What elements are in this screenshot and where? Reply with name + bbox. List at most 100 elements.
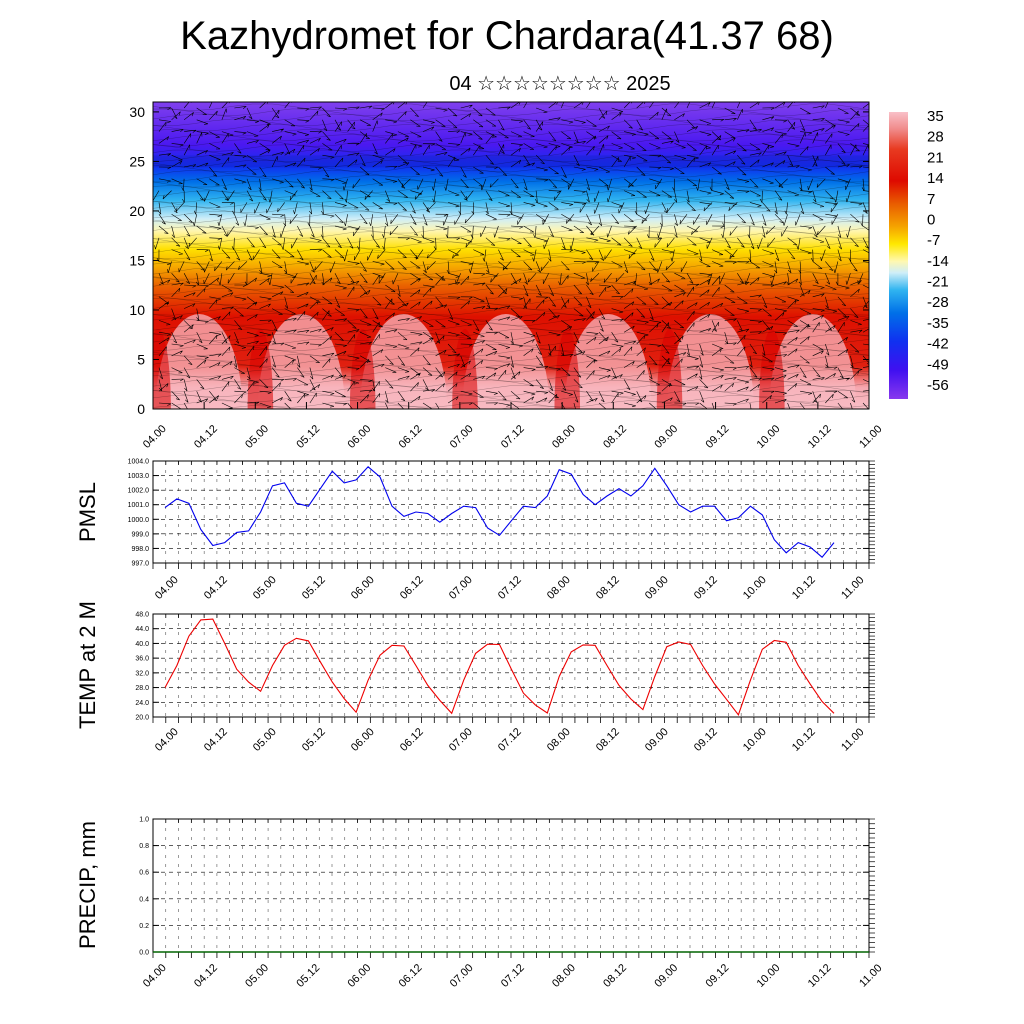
x-tick-label: 09.00	[643, 574, 671, 602]
contour-line	[153, 257, 869, 265]
x-tick-label: 05.12	[300, 726, 328, 754]
y-tick-label: 0.4	[139, 896, 149, 903]
colorbar-label: -42	[927, 336, 949, 353]
contour-line	[153, 359, 869, 367]
y-tick-label: 0.0	[139, 950, 149, 957]
y-tick-label: 1.0	[139, 817, 149, 824]
contour-line	[153, 385, 869, 393]
x-tick-label: 06.00	[349, 574, 377, 602]
x-tick-label: 04.12	[202, 726, 230, 754]
contour-line	[153, 298, 869, 306]
contour-line	[153, 190, 869, 198]
x-tick-label: 11.00	[857, 423, 884, 450]
y-tick-label: 1000.0	[128, 517, 150, 524]
x-tick-label: 07.00	[448, 423, 476, 451]
x-tick-label: 04.00	[141, 962, 169, 990]
y-axis-label: PRECIP, mm	[75, 821, 100, 949]
cool-column	[656, 329, 683, 409]
x-tick-label: 05.00	[243, 962, 271, 990]
precipitation-panel: 0.0 0.2 0.4 0.6 0.8 1.0 04.00 04.12 05.00 05.12 06…	[75, 817, 885, 990]
warm-column	[360, 314, 448, 409]
contour-line	[153, 221, 869, 229]
y-tick-label: 1001.0	[128, 502, 150, 509]
colorbar-label: -14	[927, 253, 949, 270]
x-tick-label: 07.00	[447, 574, 475, 602]
colorbar-label: 28	[927, 129, 944, 146]
x-tick-label: 08.12	[594, 726, 622, 754]
contour-line	[153, 139, 869, 147]
contour-line	[153, 144, 869, 152]
x-tick-label: 05.12	[294, 962, 322, 990]
x-tick-label: 06.00	[345, 423, 373, 451]
colorbar-labels: 35 28 21 14 7 0 -7 -14 -21 -28 -35 -42 -49 -56	[927, 108, 949, 394]
x-tick-label: 10.00	[741, 574, 769, 602]
cool-column	[247, 329, 274, 409]
y-axis-label: PMSL	[75, 482, 100, 542]
contour-line	[153, 293, 869, 301]
chart-title: Kazhydromet for Chardara(41.37 68)	[180, 14, 834, 58]
panel-frame	[152, 613, 870, 718]
contour-line	[153, 267, 869, 275]
colorbar-label: -7	[927, 232, 940, 249]
y-tick-label: 999.0	[131, 531, 149, 538]
warm-column	[155, 314, 243, 409]
x-tick-label: 06.00	[345, 962, 373, 990]
x-tick-label: 05.12	[300, 574, 328, 602]
x-tick-label: 05.12	[294, 423, 322, 451]
contour-line	[153, 185, 869, 193]
x-tick-label: 07.00	[447, 726, 475, 754]
colorbar-label: -35	[927, 315, 949, 332]
y-tick-label: 5	[137, 351, 145, 367]
x-tick-label: 09.12	[692, 726, 720, 754]
contour-line	[153, 118, 869, 126]
contour-line	[153, 308, 869, 316]
y-tick-label: 44.0	[135, 626, 149, 633]
x-tick-label: 10.12	[790, 574, 818, 602]
colorbar-label: 35	[927, 108, 944, 125]
x-tick-label: 08.12	[601, 423, 629, 451]
y-tick-label: 0.2	[139, 923, 149, 930]
y-axis-label: TEMP at 2 M	[75, 601, 100, 729]
heatmap-panel: 0 5 10 15 20 25 30 04.00 04.12 05.00 05.12 06.00 06…	[129, 101, 885, 451]
x-tick-label: 10.12	[790, 726, 818, 754]
colorbar-label: -21	[927, 274, 949, 291]
contour-line	[153, 282, 869, 290]
y-tick-label: 32.0	[135, 670, 149, 677]
contour-line	[153, 339, 869, 347]
cool-column	[554, 329, 581, 409]
y-tick-label: 1004.0	[128, 459, 150, 466]
warm-column	[769, 314, 857, 409]
colorbar-label: -56	[927, 377, 949, 394]
contour-line	[153, 134, 869, 142]
contour-line	[153, 175, 869, 183]
contour-line	[153, 154, 869, 162]
contour-line	[153, 395, 869, 403]
pmsl-panel: 997.0 998.0 999.0 1000.0 1001.0 1002.0 1003.0 1…	[75, 459, 875, 602]
x-tick-label: 05.00	[251, 726, 279, 754]
x-tick-label: 10.12	[806, 423, 834, 451]
x-tick-label: 08.00	[550, 962, 578, 990]
colorbar-label: 7	[927, 191, 935, 208]
heatmap-y-axis: 0 5 10 15 20 25 30	[129, 104, 869, 417]
contour-line	[153, 318, 869, 326]
contour-line	[153, 200, 869, 208]
x-tick-label: 04.12	[192, 962, 220, 990]
x-tick-label: 08.00	[545, 726, 573, 754]
contour-line	[153, 236, 869, 244]
contour-line	[153, 374, 869, 382]
heatmap-warm-columns	[153, 155, 869, 409]
y-tick-label: 40.0	[135, 641, 149, 648]
y-tick-label: 48.0	[135, 612, 149, 619]
contour-line	[153, 313, 869, 321]
heatmap-contours	[153, 103, 869, 409]
colorbar-label: 0	[927, 211, 935, 228]
x-tick-label: 09.12	[692, 574, 720, 602]
wind-vectors	[153, 102, 869, 409]
x-tick-label: 04.12	[192, 423, 220, 451]
contour-line	[153, 210, 869, 219]
y-tick-label: 1002.0	[128, 488, 150, 495]
series-line	[164, 618, 835, 716]
chart-subtitle: 04 ☆☆☆☆☆☆☆☆ 2025	[449, 73, 671, 95]
contour-line	[153, 113, 869, 121]
